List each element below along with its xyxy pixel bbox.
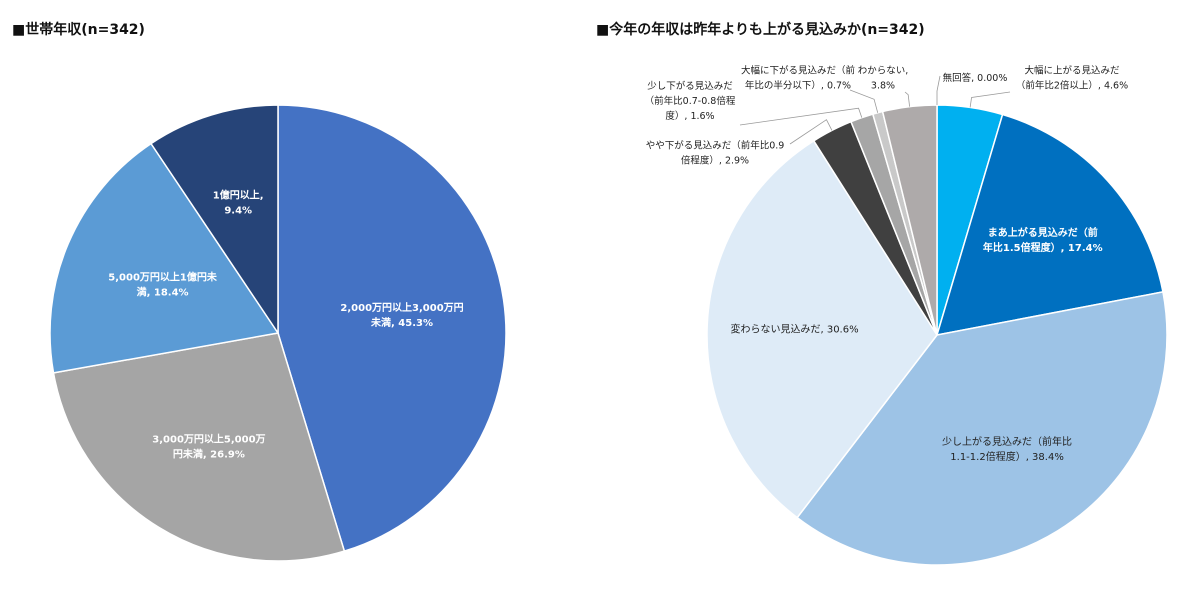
leader-line-pie2-4 [789,119,833,145]
pie-slice-pie1-3 [149,104,279,336]
pie-chart-household-income: 2,000万円以上3,000万円未満, 45.3% 3,000万円以上5,000万… [49,104,507,562]
slice-label-pie1-1: 3,000万円以上5,000万円未満, 26.9% [152,432,265,460]
slice-label-pie2-8: 無回答, 0.00% [943,72,1008,84]
pie-slice-pie1-1 [52,332,346,562]
slice-label-pie2-5: 少し下がる見込みだ（前年比0.7-0.8倍程度）, 1.6% [645,80,736,122]
pie-slice-pie1-2 [49,142,280,374]
slice-label-pie2-3: 変わらない見込みだ, 30.6% [730,323,858,336]
slice-label-pie1-0: 2,000万円以上3,000万円未満, 45.3% [340,301,463,329]
slice-label-pie2-7: わからない, 3.8% [858,66,909,92]
pie-chart-income-outlook: 大幅に上がる見込みだ（前年比2倍以上）, 4.6% まあ上がる見込みだ（前年比1.… [645,65,1168,566]
slice-label-pie2-6: 大幅に下がる見込みだ（前年比の半分以下）, 0.7% [741,65,855,92]
slice-label-pie1-3: 1億円以上, 9.4% [213,189,264,217]
slice-label-pie2-2: 少し上がる見込みだ（前年比 1.1-1.2倍程度）, 38.4% [942,435,1072,463]
slice-label-pie2-4: やや下がる見込みだ（前年比0.9 倍程度）, 2.9% [646,140,785,167]
leader-line-pie2-6 [849,89,879,113]
leader-line-pie2-8 [936,75,941,105]
pie-slice-pie2-2 [796,291,1168,566]
slice-label-pie1-2: 5,000万円以上1億円未満, 18.4% [108,270,217,298]
pie-slice-pie2-1 [935,113,1164,336]
leader-line-pie2-5 [739,107,863,126]
chart-title-household-income: ■世帯年収(n=342) [12,21,145,38]
pie-slice-pie2-3 [706,139,938,519]
leader-line-pie2-0 [969,91,1011,108]
pie-slice-pie1-0 [277,104,507,553]
leader-line-pie2-7 [904,91,911,107]
slice-label-pie2-1: まあ上がる見込みだ（前年比1.5倍程度）, 17.4% [983,226,1103,254]
chart-title-income-outlook: ■今年の年収は昨年よりも上がる見込みか(n=342) [596,21,925,38]
slice-label-pie2-0: 大幅に上がる見込みだ（前年比2倍以上）, 4.6% [1016,65,1128,92]
